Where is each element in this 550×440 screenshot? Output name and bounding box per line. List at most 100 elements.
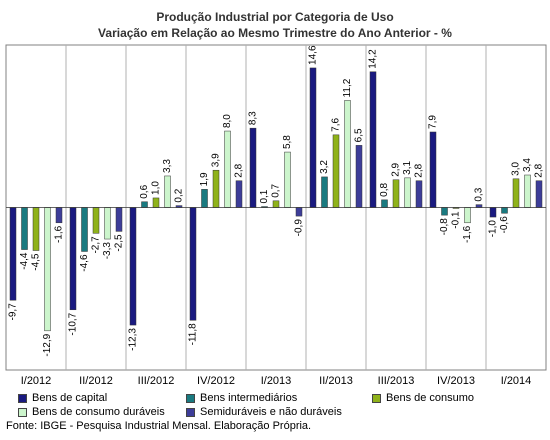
data-label: 2,9 <box>391 162 402 176</box>
legend-swatch <box>18 393 27 403</box>
data-label: -4,4 <box>19 252 30 270</box>
data-label: -3,3 <box>102 242 113 260</box>
bar <box>489 207 497 218</box>
data-label: 3,3 <box>162 159 173 173</box>
legend-label: Bens de capital <box>32 392 108 404</box>
legend-swatch <box>186 393 195 403</box>
chart-title: Produção Industrial por Categoria de Uso <box>156 10 394 24</box>
bar <box>475 204 483 208</box>
bar <box>429 131 437 208</box>
legend-item: Bens de consumo duráveis <box>18 405 165 419</box>
data-label: 2,8 <box>414 163 425 177</box>
data-label: -2,5 <box>114 234 125 252</box>
bar <box>115 207 123 232</box>
data-label: 0,8 <box>379 183 390 197</box>
x-tick-label: IV/2013 <box>437 375 475 387</box>
data-label: -10,7 <box>68 312 79 335</box>
x-tick-label: II/2013 <box>319 375 353 387</box>
bar <box>309 67 317 208</box>
x-tick-label: I/2014 <box>501 375 532 387</box>
data-label: 0,2 <box>174 188 185 202</box>
data-label: 2,8 <box>234 163 245 177</box>
bar <box>355 145 363 208</box>
data-label: 14,6 <box>308 45 319 65</box>
bar <box>55 207 63 224</box>
data-label: 0,1 <box>259 189 270 203</box>
data-label: 1,9 <box>199 172 210 186</box>
bar <box>392 179 400 208</box>
data-label: 11,2 <box>342 78 353 97</box>
data-label: -1,6 <box>462 225 473 243</box>
legend-item: Bens de consumo <box>372 391 474 405</box>
data-label: 2,8 <box>534 163 545 177</box>
data-label: -0,6 <box>499 216 510 234</box>
x-tick-label: III/2012 <box>138 375 175 387</box>
data-label: 3,0 <box>511 161 522 175</box>
source-note: Fonte: IBGE - Pesquisa Industrial Mensal… <box>6 420 312 432</box>
bar <box>415 180 423 208</box>
legend-label: Bens de consumo duráveis <box>32 406 165 418</box>
bar <box>321 176 328 208</box>
bar <box>141 201 148 208</box>
bar <box>524 174 531 208</box>
bar <box>369 71 377 208</box>
bar <box>381 199 388 208</box>
data-label: 3,4 <box>522 158 533 172</box>
bar <box>189 207 197 321</box>
data-label: -0,8 <box>439 218 450 236</box>
bar <box>164 175 171 208</box>
data-label: 0,6 <box>139 184 150 198</box>
legend-label: Bens de consumo <box>386 392 475 404</box>
legend-swatch <box>186 407 195 417</box>
x-tick-label: II/2012 <box>79 375 113 387</box>
data-label: 7,9 <box>428 115 439 129</box>
chart-title-block: Produção Industrial por Categoria de Uso… <box>0 9 550 41</box>
bar <box>69 207 77 311</box>
data-label: 1,0 <box>151 181 162 195</box>
legend-label: Bens intermediários <box>200 392 298 404</box>
data-label: -4,5 <box>31 253 42 271</box>
data-label: 14,2 <box>368 49 379 69</box>
x-tick-label: IV/2012 <box>197 375 235 387</box>
bar <box>344 100 351 208</box>
bar <box>441 207 448 216</box>
legend-item: Bens intermediários <box>186 391 297 405</box>
legend-item: Bens de capital <box>18 391 107 405</box>
data-label: -2,7 <box>91 236 102 254</box>
bar <box>235 180 243 208</box>
legend-item: Semiduráveis e não duráveis <box>186 405 342 419</box>
data-label: 6,5 <box>354 128 365 142</box>
data-label: 3,1 <box>402 161 413 175</box>
bar <box>224 130 231 208</box>
bar <box>152 197 160 208</box>
bar <box>81 207 88 252</box>
data-label: -0,9 <box>294 219 305 237</box>
x-tick-label: III/2013 <box>378 375 415 387</box>
data-label: -9,7 <box>8 303 19 321</box>
bar <box>512 178 520 208</box>
bar <box>535 180 543 208</box>
bar <box>284 151 291 208</box>
bar <box>104 207 111 240</box>
data-label: 0,7 <box>271 183 282 197</box>
data-label: 7,6 <box>331 118 342 132</box>
data-label: 3,9 <box>211 153 222 167</box>
data-label: 8,0 <box>222 114 233 128</box>
bar <box>404 177 411 208</box>
data-label: -12,3 <box>128 328 139 351</box>
data-label: -12,9 <box>42 333 53 356</box>
bar <box>44 207 51 332</box>
data-label: 3,2 <box>319 160 330 174</box>
bar <box>21 207 28 250</box>
bar <box>129 207 137 326</box>
data-label: -1,0 <box>488 220 499 238</box>
legend-label: Semiduráveis e não duráveis <box>200 406 342 418</box>
data-label: -0,1 <box>451 211 462 229</box>
data-label: 5,8 <box>282 135 293 149</box>
bar <box>249 127 257 208</box>
x-tick-label: I/2013 <box>261 375 292 387</box>
bar <box>212 169 220 208</box>
legend-swatch <box>18 407 27 417</box>
bar <box>332 134 340 208</box>
